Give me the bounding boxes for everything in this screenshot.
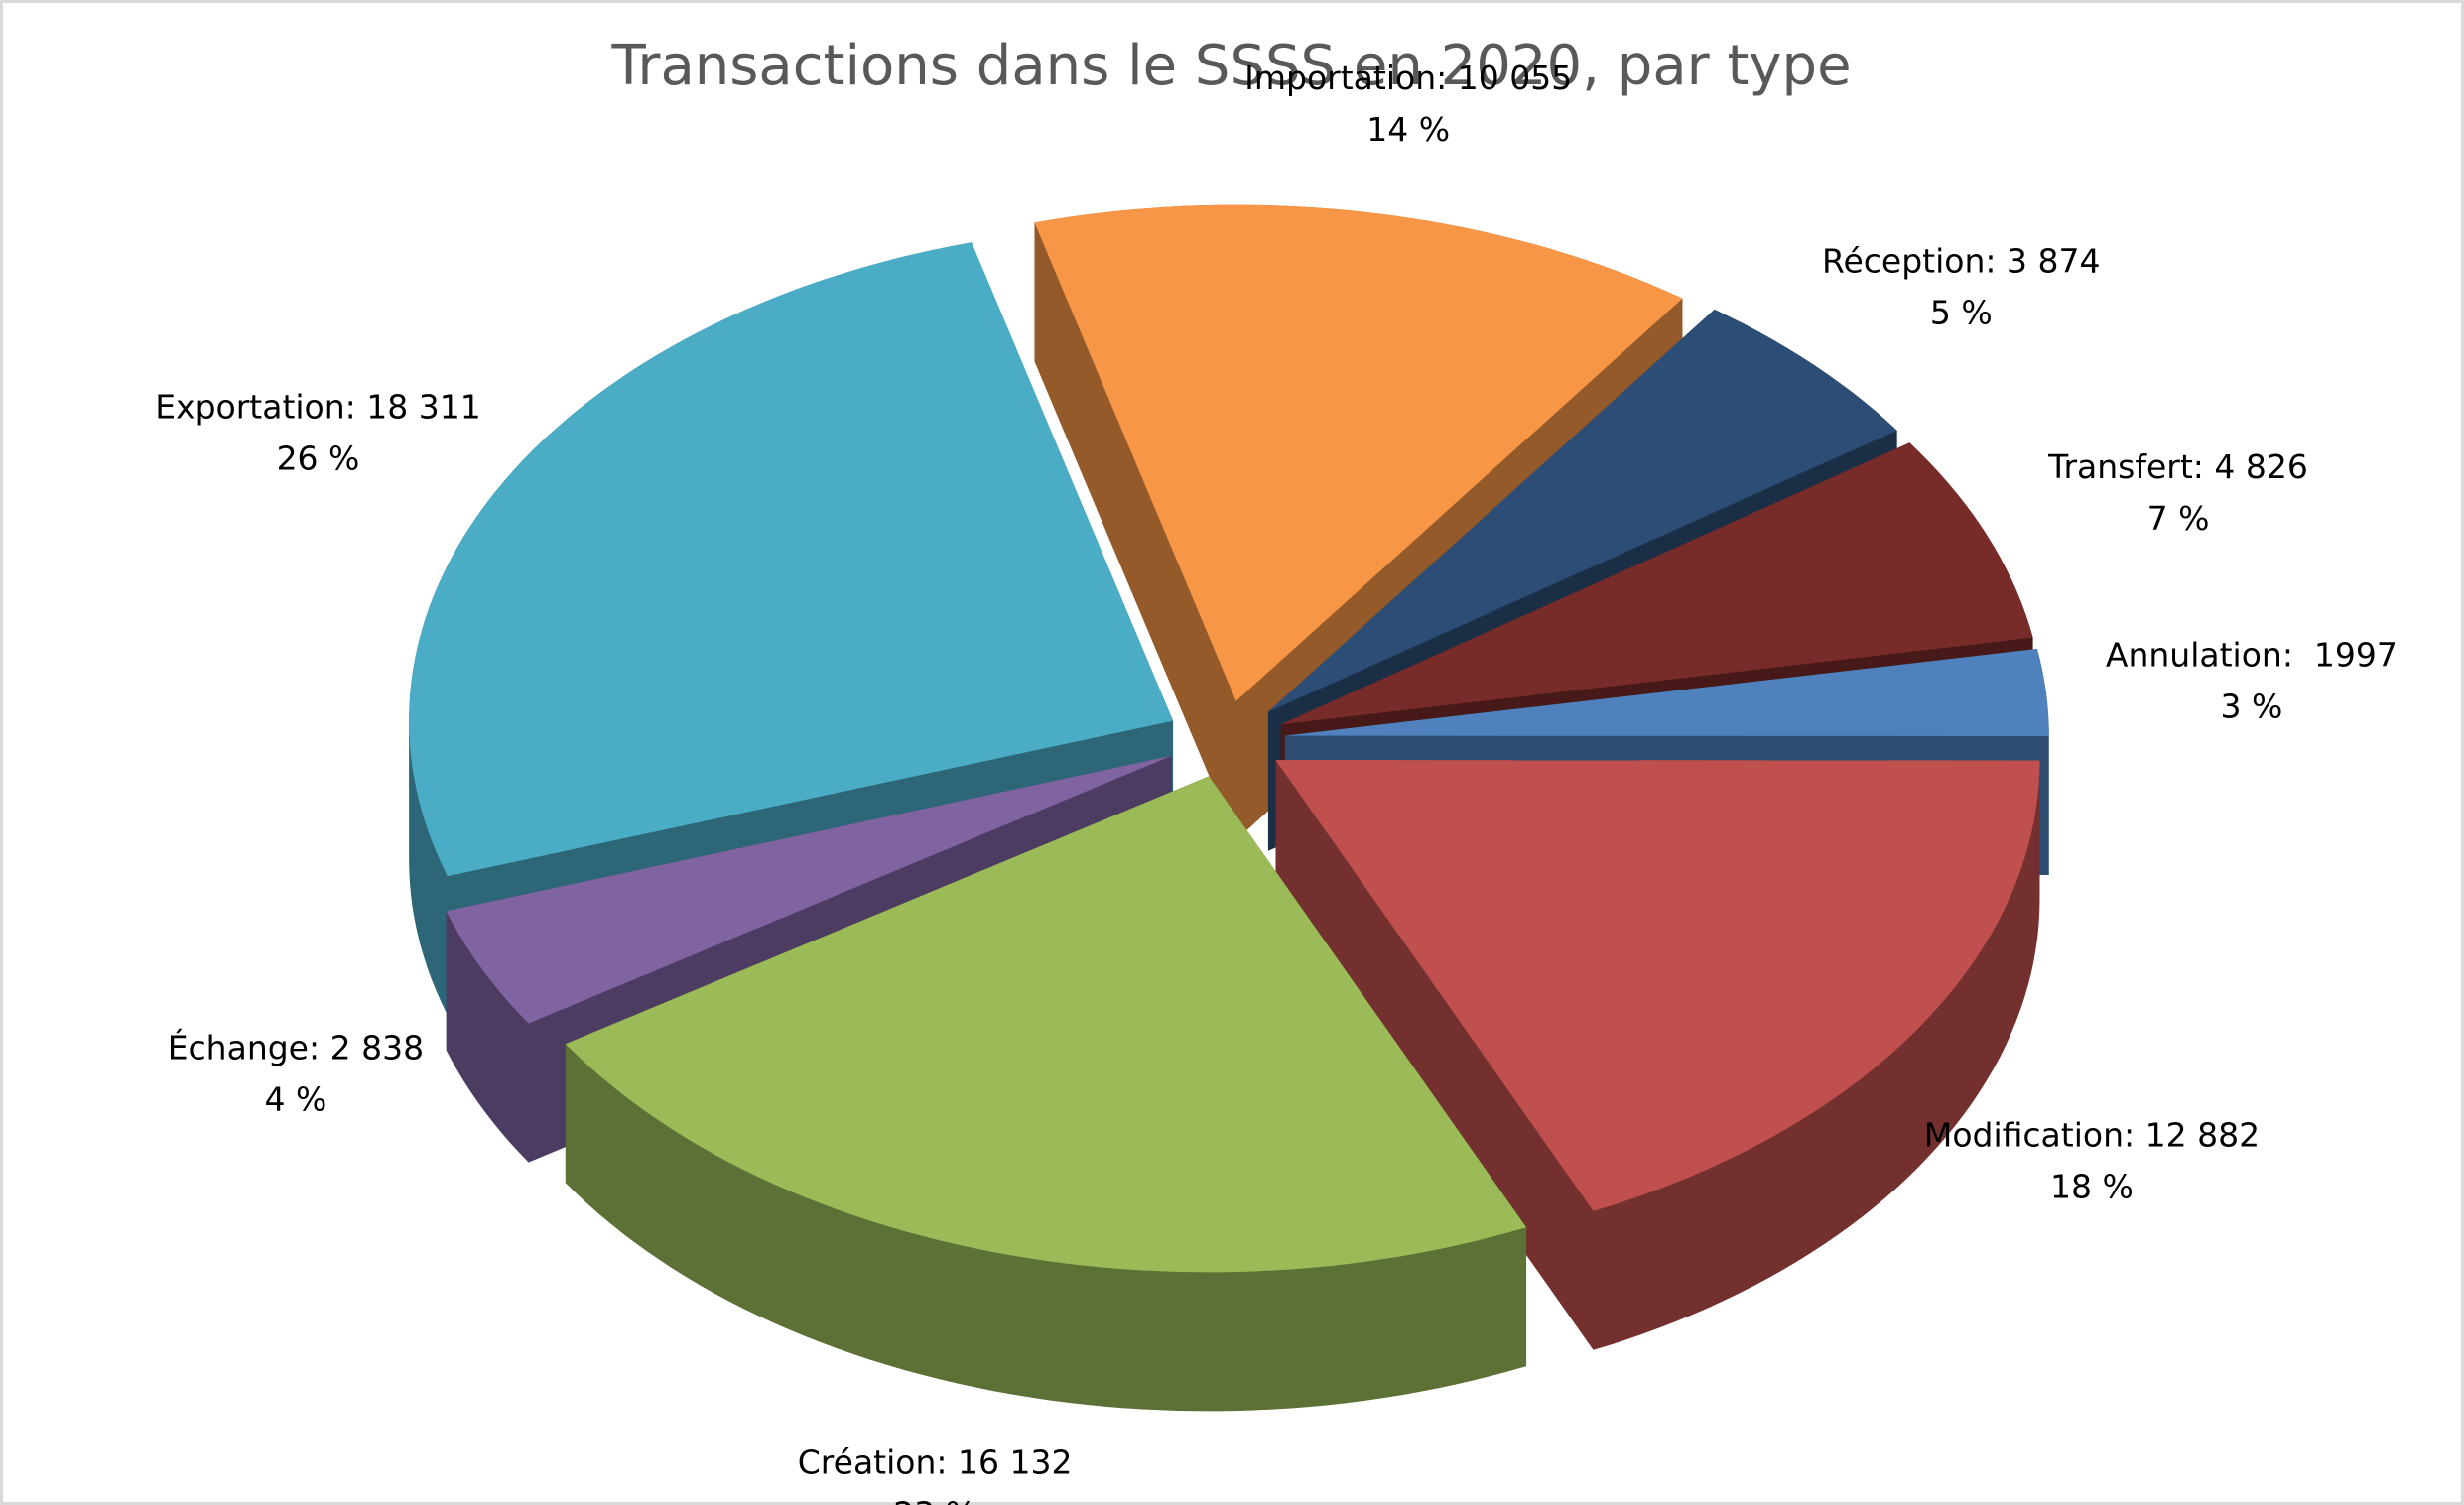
percent-label: 4 % [264, 1080, 326, 1119]
data-label: Création: 16 132 [798, 1442, 1073, 1481]
data-label: Exportation: 18 311 [155, 388, 481, 427]
slice [446, 755, 1172, 1024]
slice [409, 242, 1174, 877]
slice [1267, 309, 1897, 712]
data-label: Modification: 12 882 [1924, 1115, 2260, 1154]
data-label: Annulation: 1997 [2106, 636, 2398, 675]
percent-label: 26 % [277, 439, 360, 478]
slice [565, 776, 1527, 1273]
data-label: Réception: 3 874 [1822, 241, 2100, 280]
percent-label: 18 % [2050, 1167, 2134, 1205]
percent-label: 23 % [893, 1494, 976, 1505]
slice [1284, 649, 2049, 736]
chart-title: Transactions dans le SSSS en 2020, par t… [610, 34, 1851, 98]
percent-label: 14 % [1366, 110, 1450, 149]
data-label: Échange: 2 838 [168, 1028, 424, 1067]
data-label: Importation: 10 055 [1244, 59, 1572, 97]
slice [1280, 442, 2033, 725]
slice [1275, 760, 2040, 1211]
slice [1034, 204, 1683, 701]
percent-label: 5 % [1930, 293, 1993, 331]
percent-label: 7 % [2147, 499, 2210, 538]
percent-label: 3 % [2220, 688, 2282, 726]
data-label: Transfert: 4 826 [2047, 447, 2308, 486]
